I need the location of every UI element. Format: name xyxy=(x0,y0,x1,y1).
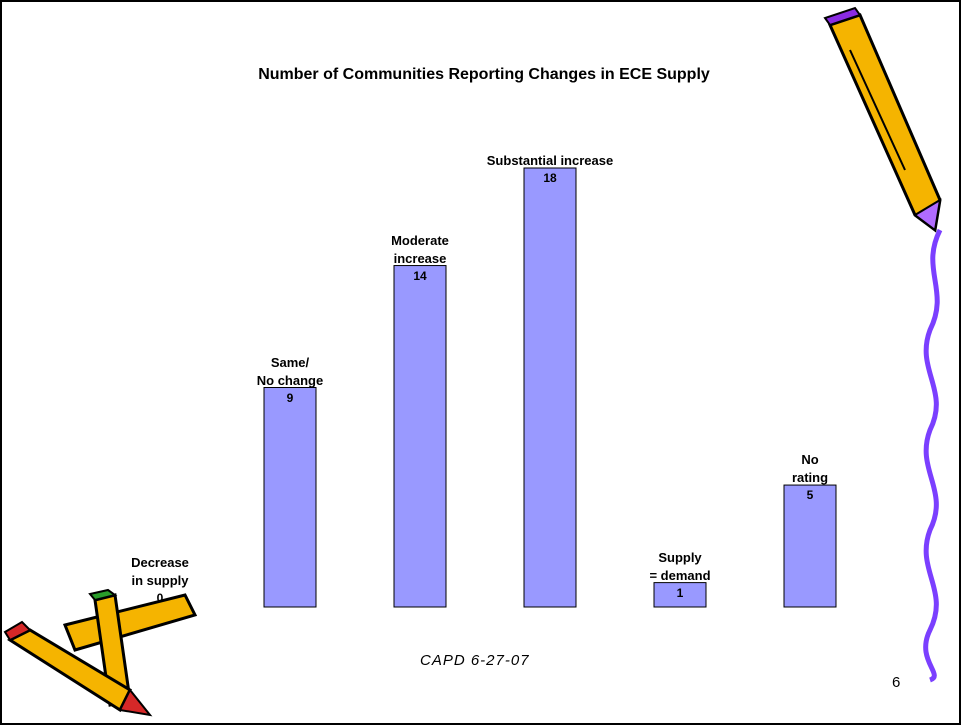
value-label: 1 xyxy=(660,586,700,600)
category-label: Supply = demand xyxy=(600,549,760,585)
squiggle-decoration xyxy=(926,230,940,680)
chart-title: Number of Communities Reporting Changes … xyxy=(0,66,961,84)
slide: Number of Communities Reporting Changes … xyxy=(0,0,961,725)
slide-number: 6 xyxy=(892,674,900,691)
value-label: 5 xyxy=(790,488,830,502)
bar xyxy=(784,485,836,607)
value-label: 18 xyxy=(530,171,570,185)
pencils-decoration xyxy=(5,590,195,715)
value-label: 9 xyxy=(270,391,310,405)
footer: CAPD 6-27-07 xyxy=(420,652,530,669)
category-label: No rating xyxy=(730,451,890,487)
bar xyxy=(394,266,446,607)
chart xyxy=(0,0,961,725)
bar xyxy=(264,388,316,608)
category-label: Moderate increase xyxy=(340,232,500,268)
category-label: Same/ No change xyxy=(210,354,370,390)
value-label: 0 xyxy=(140,591,180,605)
category-label: Substantial increase xyxy=(470,152,630,170)
value-label: 14 xyxy=(400,269,440,283)
pencil-decoration xyxy=(825,8,940,230)
category-label: Decrease in supply xyxy=(80,554,240,590)
bar xyxy=(524,168,576,607)
